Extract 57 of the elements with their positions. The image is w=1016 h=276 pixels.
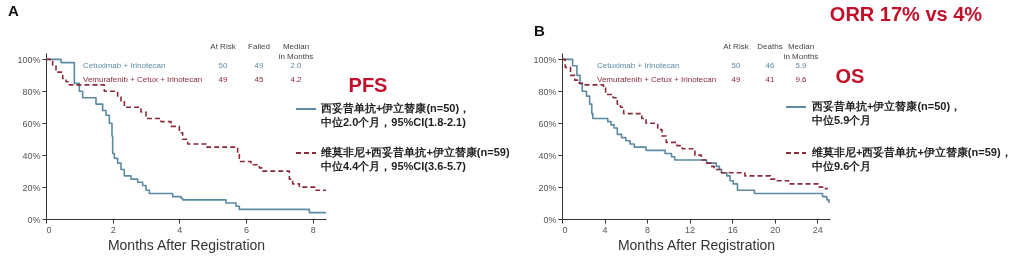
annotation: Median in Months (278, 42, 314, 61)
annotation: 49 (218, 75, 228, 84)
chart-title: A (8, 2, 19, 19)
annotation: Cetuximab + Irinotecan (597, 61, 680, 70)
chart-title: B (534, 22, 545, 39)
annotation: Median in Months (783, 42, 819, 61)
text: At Risk (210, 42, 237, 51)
annotation: 50 (218, 61, 228, 70)
annotation: 5.9 (795, 61, 808, 70)
annotation: 49 (731, 75, 741, 84)
x-tick-label: 24 (812, 224, 823, 235)
annotation: 9.6 (795, 75, 808, 84)
annotation: 2.0 (290, 61, 303, 70)
x-tick-label: 6 (243, 224, 250, 235)
annotation: Cetuximab + Irinotecan (83, 61, 166, 70)
y-tick-label: 40% (538, 150, 557, 161)
legend-label: 维莫非尼+西妥昔单抗+伊立替康(n=59)中位4.4个月，95%CI(3.6-5.7) (320, 146, 510, 172)
text: Failed (248, 42, 270, 51)
y-tick-label: 0% (543, 214, 557, 225)
x-tick-label: 8 (645, 224, 651, 235)
y-tick-label: 0% (27, 214, 41, 225)
y-tick-label: 40% (22, 150, 41, 161)
annotation: 4.2 (290, 75, 303, 84)
x-tick-label: 0 (562, 224, 568, 235)
x-tick-label: 2 (110, 224, 116, 235)
annotation: 46 (765, 61, 775, 70)
y-tick-label: 100% (17, 54, 41, 65)
text: Deaths (757, 42, 783, 51)
annotation: Vemurafenib + Cetux + Irinotecan (83, 75, 203, 84)
y-tick-label: 100% (533, 54, 557, 65)
text: At Risk (723, 42, 750, 51)
x-tick-label: 16 (727, 224, 738, 235)
legend-label: 西妥昔单抗+伊立替康(n=50)，中位2.0个月，95%CI(1.8-2.1) (320, 102, 471, 128)
y-tick-label: 20% (22, 182, 41, 193)
annotation: 41 (765, 75, 775, 84)
legend-title: OS (835, 65, 865, 87)
text: ORR 17% vs 4% (829, 3, 983, 25)
annotation: 49 (254, 61, 264, 70)
annotation: 45 (254, 75, 264, 84)
y-tick-label: 60% (22, 118, 41, 129)
legend-label: 维莫非尼+西妥昔单抗+伊立替康(n=59)，中位9.6个月 (811, 146, 1012, 172)
x-tick-label: 0 (46, 224, 52, 235)
annotation: 50 (731, 61, 741, 70)
x-tick-label: 12 (685, 224, 696, 235)
x-tick-label: 20 (770, 224, 781, 235)
legend-title: PFS (348, 74, 388, 96)
x-axis-title: Months After Registration (617, 236, 776, 253)
legend-label: 西妥昔单抗+伊立替康(n=50)，中位5.9个月 (811, 100, 962, 126)
y-tick-label: 20% (538, 182, 557, 193)
y-tick-label: 80% (538, 86, 557, 97)
x-tick-label: 4 (602, 224, 608, 235)
annotation: Vemurafenib + Cetux + Irinotecan (597, 75, 717, 84)
x-tick-label: 4 (177, 224, 183, 235)
x-tick-label: 8 (310, 224, 316, 235)
y-tick-label: 60% (538, 118, 557, 129)
y-tick-label: 80% (22, 86, 41, 97)
x-axis-title: Months After Registration (107, 236, 266, 253)
